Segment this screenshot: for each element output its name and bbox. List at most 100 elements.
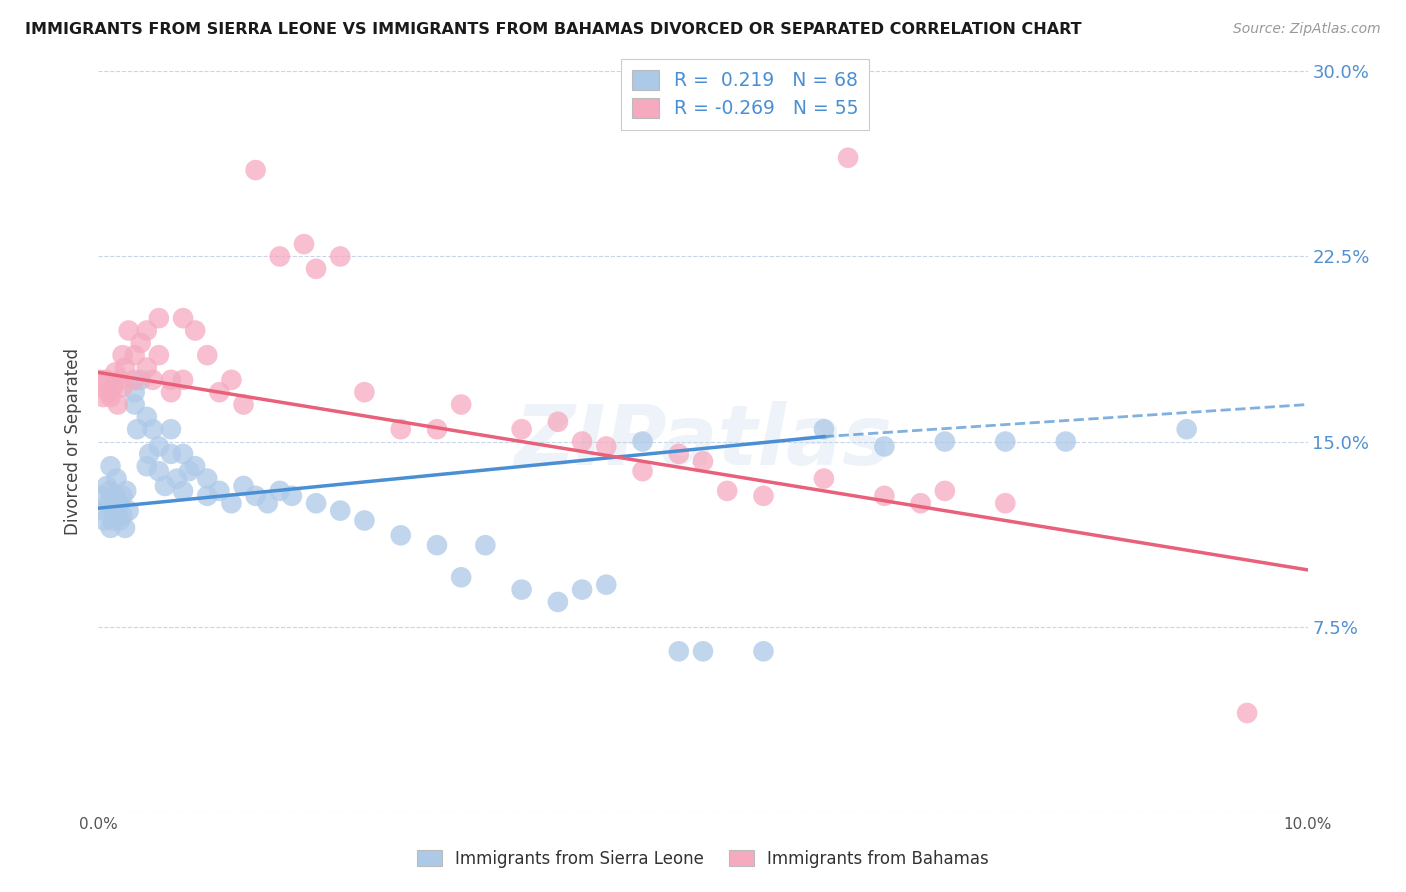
Point: [474, 538, 496, 552]
Text: ZIPatlas: ZIPatlas: [515, 401, 891, 482]
Point: [98, 483, 121, 498]
Point: [752, 489, 775, 503]
Point: [124, 373, 146, 387]
Point: [160, 385, 183, 400]
Point: [172, 483, 194, 498]
Point: [97, 496, 120, 510]
Point: [1054, 434, 1077, 449]
Point: [195, 348, 218, 362]
Point: [1236, 706, 1258, 720]
Point: [118, 324, 141, 338]
Point: [107, 398, 129, 412]
Point: [668, 644, 690, 658]
Point: [135, 360, 157, 375]
Point: [100, 390, 122, 404]
Point: [101, 380, 124, 394]
Point: [245, 163, 267, 178]
Point: [97, 385, 120, 400]
Point: [692, 644, 714, 658]
Point: [353, 514, 375, 528]
Point: [389, 422, 412, 436]
Point: [305, 496, 328, 510]
Point: [716, 483, 738, 498]
Point: [94, 373, 117, 387]
Point: [114, 521, 136, 535]
Point: [172, 447, 194, 461]
Point: [329, 503, 352, 517]
Point: [166, 471, 188, 485]
Point: [208, 385, 231, 400]
Point: [195, 471, 218, 485]
Point: [111, 489, 134, 503]
Text: Source: ZipAtlas.com: Source: ZipAtlas.com: [1233, 22, 1381, 37]
Point: [90, 373, 112, 387]
Point: [160, 422, 183, 436]
Point: [281, 489, 304, 503]
Point: [934, 434, 956, 449]
Point: [100, 521, 122, 535]
Point: [450, 570, 472, 584]
Point: [208, 483, 231, 498]
Point: [148, 440, 170, 454]
Point: [668, 447, 690, 461]
Point: [813, 422, 835, 436]
Point: [160, 373, 183, 387]
Point: [91, 390, 114, 404]
Point: [245, 489, 267, 503]
Point: [329, 249, 352, 264]
Point: [114, 360, 136, 375]
Text: IMMIGRANTS FROM SIERRA LEONE VS IMMIGRANTS FROM BAHAMAS DIVORCED OR SEPARATED CO: IMMIGRANTS FROM SIERRA LEONE VS IMMIGRAN…: [25, 22, 1083, 37]
Point: [1175, 422, 1198, 436]
Point: [450, 398, 472, 412]
Point: [118, 503, 141, 517]
Point: [148, 348, 170, 362]
Legend: R =  0.219   N = 68, R = -0.269   N = 55: R = 0.219 N = 68, R = -0.269 N = 55: [621, 59, 869, 129]
Point: [547, 595, 569, 609]
Point: [100, 459, 122, 474]
Point: [813, 471, 835, 485]
Point: [179, 464, 201, 478]
Point: [221, 373, 243, 387]
Point: [91, 503, 114, 517]
Point: [232, 398, 254, 412]
Point: [571, 434, 593, 449]
Point: [142, 422, 165, 436]
Point: [571, 582, 593, 597]
Y-axis label: Divorced or Separated: Divorced or Separated: [65, 348, 83, 535]
Point: [124, 398, 146, 412]
Point: [127, 422, 149, 436]
Point: [184, 324, 207, 338]
Point: [184, 459, 207, 474]
Point: [111, 380, 134, 394]
Point: [595, 577, 617, 591]
Point: [873, 440, 896, 454]
Point: [934, 483, 956, 498]
Point: [111, 508, 134, 523]
Point: [873, 489, 896, 503]
Point: [510, 582, 533, 597]
Point: [631, 464, 654, 478]
Point: [305, 261, 328, 276]
Point: [93, 514, 115, 528]
Point: [510, 422, 533, 436]
Point: [96, 479, 118, 493]
Point: [426, 538, 449, 552]
Point: [108, 496, 131, 510]
Point: [124, 348, 146, 362]
Point: [389, 528, 412, 542]
Point: [195, 489, 218, 503]
Point: [547, 415, 569, 429]
Point: [104, 366, 127, 380]
Point: [135, 324, 157, 338]
Point: [129, 373, 152, 387]
Point: [837, 151, 859, 165]
Point: [104, 489, 127, 503]
Point: [108, 514, 131, 528]
Point: [135, 409, 157, 424]
Point: [269, 483, 291, 498]
Point: [101, 514, 124, 528]
Point: [153, 479, 176, 493]
Point: [910, 496, 932, 510]
Point: [752, 644, 775, 658]
Point: [994, 496, 1017, 510]
